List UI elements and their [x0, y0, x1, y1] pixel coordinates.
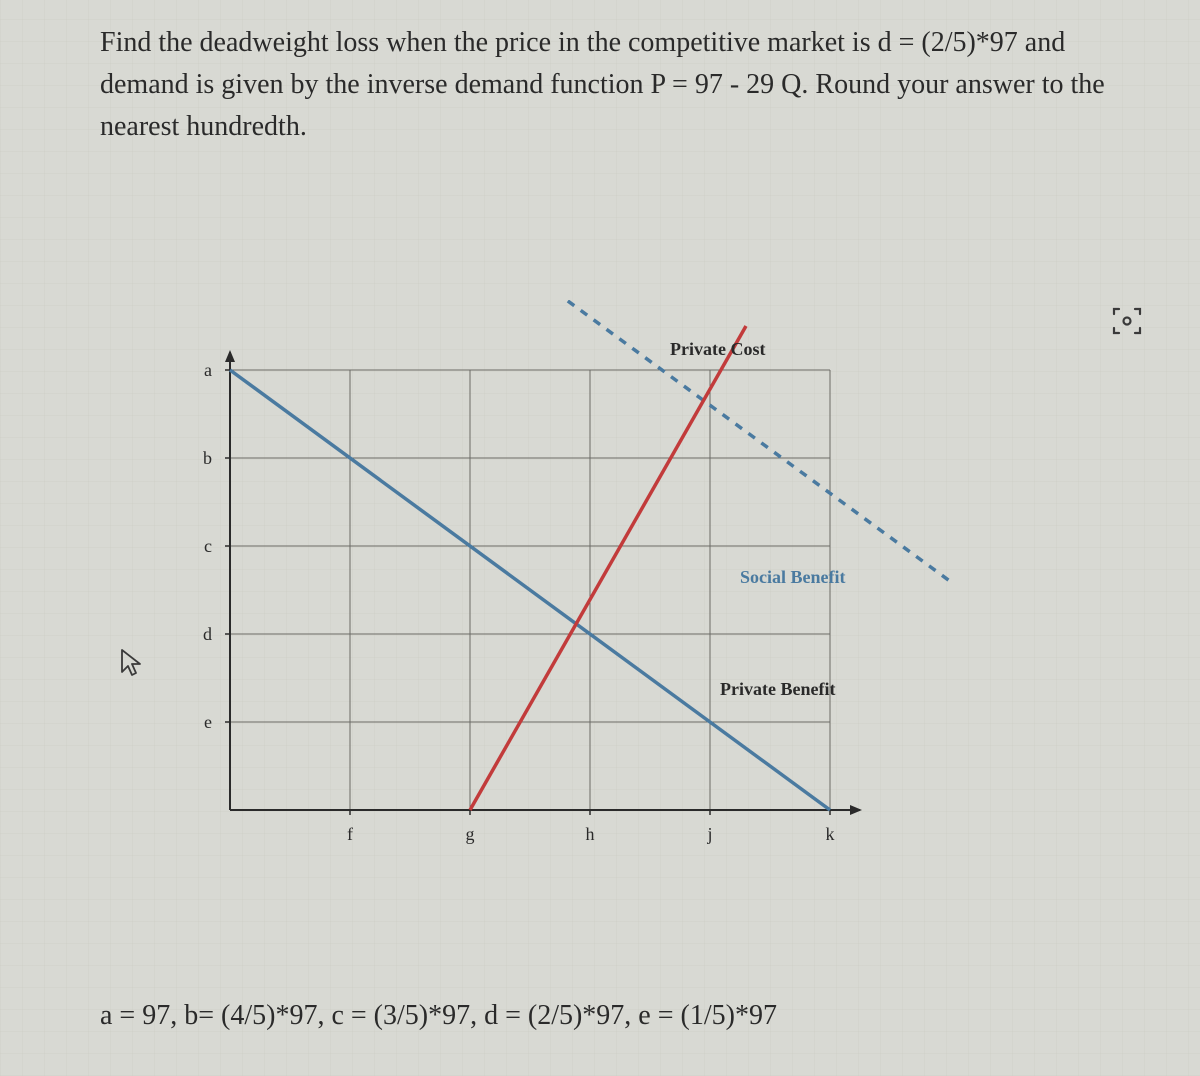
- y-tick-label: e: [204, 712, 212, 732]
- y-tick-label: b: [203, 448, 212, 468]
- chart-line-label: Private Cost: [670, 339, 765, 359]
- x-tick-label: k: [826, 824, 835, 844]
- question-text: Find the deadweight loss when the price …: [100, 22, 1160, 148]
- chart-line-label: Social Benefit: [740, 567, 846, 587]
- chart-line-label: Private Benefit: [720, 679, 835, 699]
- footer-equations: a = 97, b= (4/5)*97, c = (3/5)*97, d = (…: [100, 1000, 777, 1032]
- chart-line: [470, 326, 746, 810]
- chart-svg: a b c d e f g h j k Private Benefit Social Benefit P…: [140, 300, 1040, 860]
- x-tick-label: g: [466, 824, 475, 844]
- y-tick-label: d: [203, 624, 212, 644]
- x-tick-label: h: [586, 824, 595, 844]
- economics-chart: a b c d e f g h j k Private Benefit Social Benefit P…: [140, 300, 1040, 860]
- y-tick-label: a: [204, 360, 212, 380]
- x-tick-label: j: [706, 824, 712, 844]
- chart-line: [230, 370, 830, 810]
- capture-icon: [1110, 304, 1144, 343]
- y-tick-label: c: [204, 536, 212, 556]
- cursor-icon: [118, 648, 144, 686]
- x-tick-label: f: [347, 824, 353, 844]
